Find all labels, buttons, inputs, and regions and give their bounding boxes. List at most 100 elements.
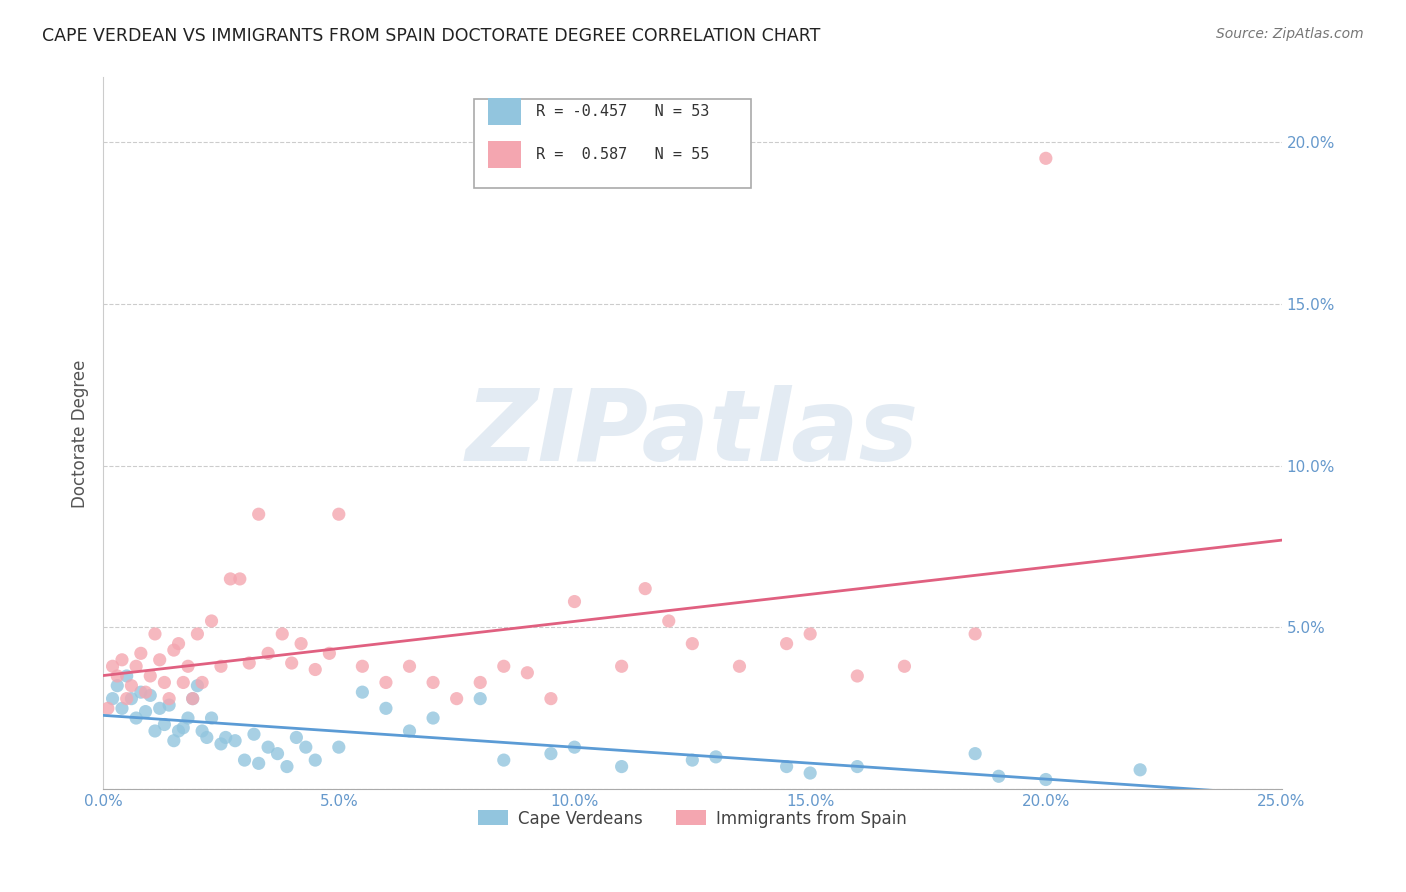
Point <box>965 747 987 761</box>
Point <box>101 659 124 673</box>
Point <box>229 572 252 586</box>
Point <box>318 646 340 660</box>
Text: R = -0.457   N = 53: R = -0.457 N = 53 <box>536 103 709 119</box>
Point <box>470 675 492 690</box>
Point <box>181 691 204 706</box>
Point <box>172 675 194 690</box>
Point <box>564 594 586 608</box>
Point <box>634 582 657 596</box>
FancyBboxPatch shape <box>474 99 751 187</box>
Point <box>153 675 176 690</box>
Point <box>374 701 396 715</box>
Point <box>111 653 134 667</box>
Point <box>540 691 562 706</box>
Point <box>105 669 128 683</box>
Point <box>257 740 280 755</box>
Point <box>163 643 186 657</box>
Point <box>120 679 142 693</box>
Point <box>775 759 797 773</box>
Point <box>492 659 515 673</box>
Point <box>257 646 280 660</box>
Point <box>304 753 326 767</box>
Point <box>681 637 703 651</box>
Point <box>149 701 172 715</box>
Point <box>111 701 134 715</box>
Point <box>610 659 633 673</box>
Point <box>247 756 270 771</box>
Point <box>422 675 444 690</box>
Point <box>352 659 374 673</box>
Point <box>125 711 148 725</box>
Point <box>101 691 124 706</box>
Point <box>775 637 797 651</box>
Point <box>129 685 152 699</box>
Text: Source: ZipAtlas.com: Source: ZipAtlas.com <box>1216 27 1364 41</box>
Point <box>139 669 162 683</box>
Point <box>243 727 266 741</box>
Point <box>271 627 294 641</box>
Point <box>105 679 128 693</box>
Point <box>177 711 200 725</box>
Point <box>247 507 270 521</box>
Point <box>1035 772 1057 787</box>
Point <box>191 723 214 738</box>
Point <box>398 659 420 673</box>
Point <box>135 705 157 719</box>
Point <box>120 691 142 706</box>
Point <box>149 653 172 667</box>
Point <box>266 747 288 761</box>
Point <box>219 572 242 586</box>
Point <box>276 759 298 773</box>
Point <box>893 659 915 673</box>
Point <box>540 747 562 761</box>
Text: CAPE VERDEAN VS IMMIGRANTS FROM SPAIN DOCTORATE DEGREE CORRELATION CHART: CAPE VERDEAN VS IMMIGRANTS FROM SPAIN DO… <box>42 27 821 45</box>
Point <box>564 740 586 755</box>
Point <box>704 750 727 764</box>
Point <box>143 723 166 738</box>
Point <box>965 627 987 641</box>
Point <box>172 721 194 735</box>
Text: R =  0.587   N = 55: R = 0.587 N = 55 <box>536 147 709 162</box>
Point <box>200 614 222 628</box>
Point <box>167 637 190 651</box>
Point <box>728 659 751 673</box>
Point <box>446 691 468 706</box>
Point <box>492 753 515 767</box>
Point <box>177 659 200 673</box>
Point <box>352 685 374 699</box>
Point <box>610 759 633 773</box>
Point <box>97 701 120 715</box>
Point <box>516 665 538 680</box>
Point <box>328 740 350 755</box>
Point <box>799 766 821 780</box>
Point <box>129 646 152 660</box>
Point <box>681 753 703 767</box>
Point <box>304 663 326 677</box>
Point <box>186 679 208 693</box>
Point <box>1129 763 1152 777</box>
Point <box>195 731 218 745</box>
Point <box>374 675 396 690</box>
Point <box>295 740 318 755</box>
Point <box>658 614 681 628</box>
Point <box>157 691 180 706</box>
Y-axis label: Doctorate Degree: Doctorate Degree <box>72 359 89 508</box>
Point <box>209 737 232 751</box>
Point <box>135 685 157 699</box>
Point <box>422 711 444 725</box>
Point <box>328 507 350 521</box>
Point <box>290 637 312 651</box>
Point <box>224 733 246 747</box>
Point <box>1035 151 1057 165</box>
Point <box>209 659 232 673</box>
Point <box>285 731 308 745</box>
Point <box>280 656 302 670</box>
Point <box>143 627 166 641</box>
Point <box>157 698 180 712</box>
Point <box>470 691 492 706</box>
Point <box>181 691 204 706</box>
Point <box>191 675 214 690</box>
Point <box>238 656 260 670</box>
Point <box>200 711 222 725</box>
Point <box>139 689 162 703</box>
